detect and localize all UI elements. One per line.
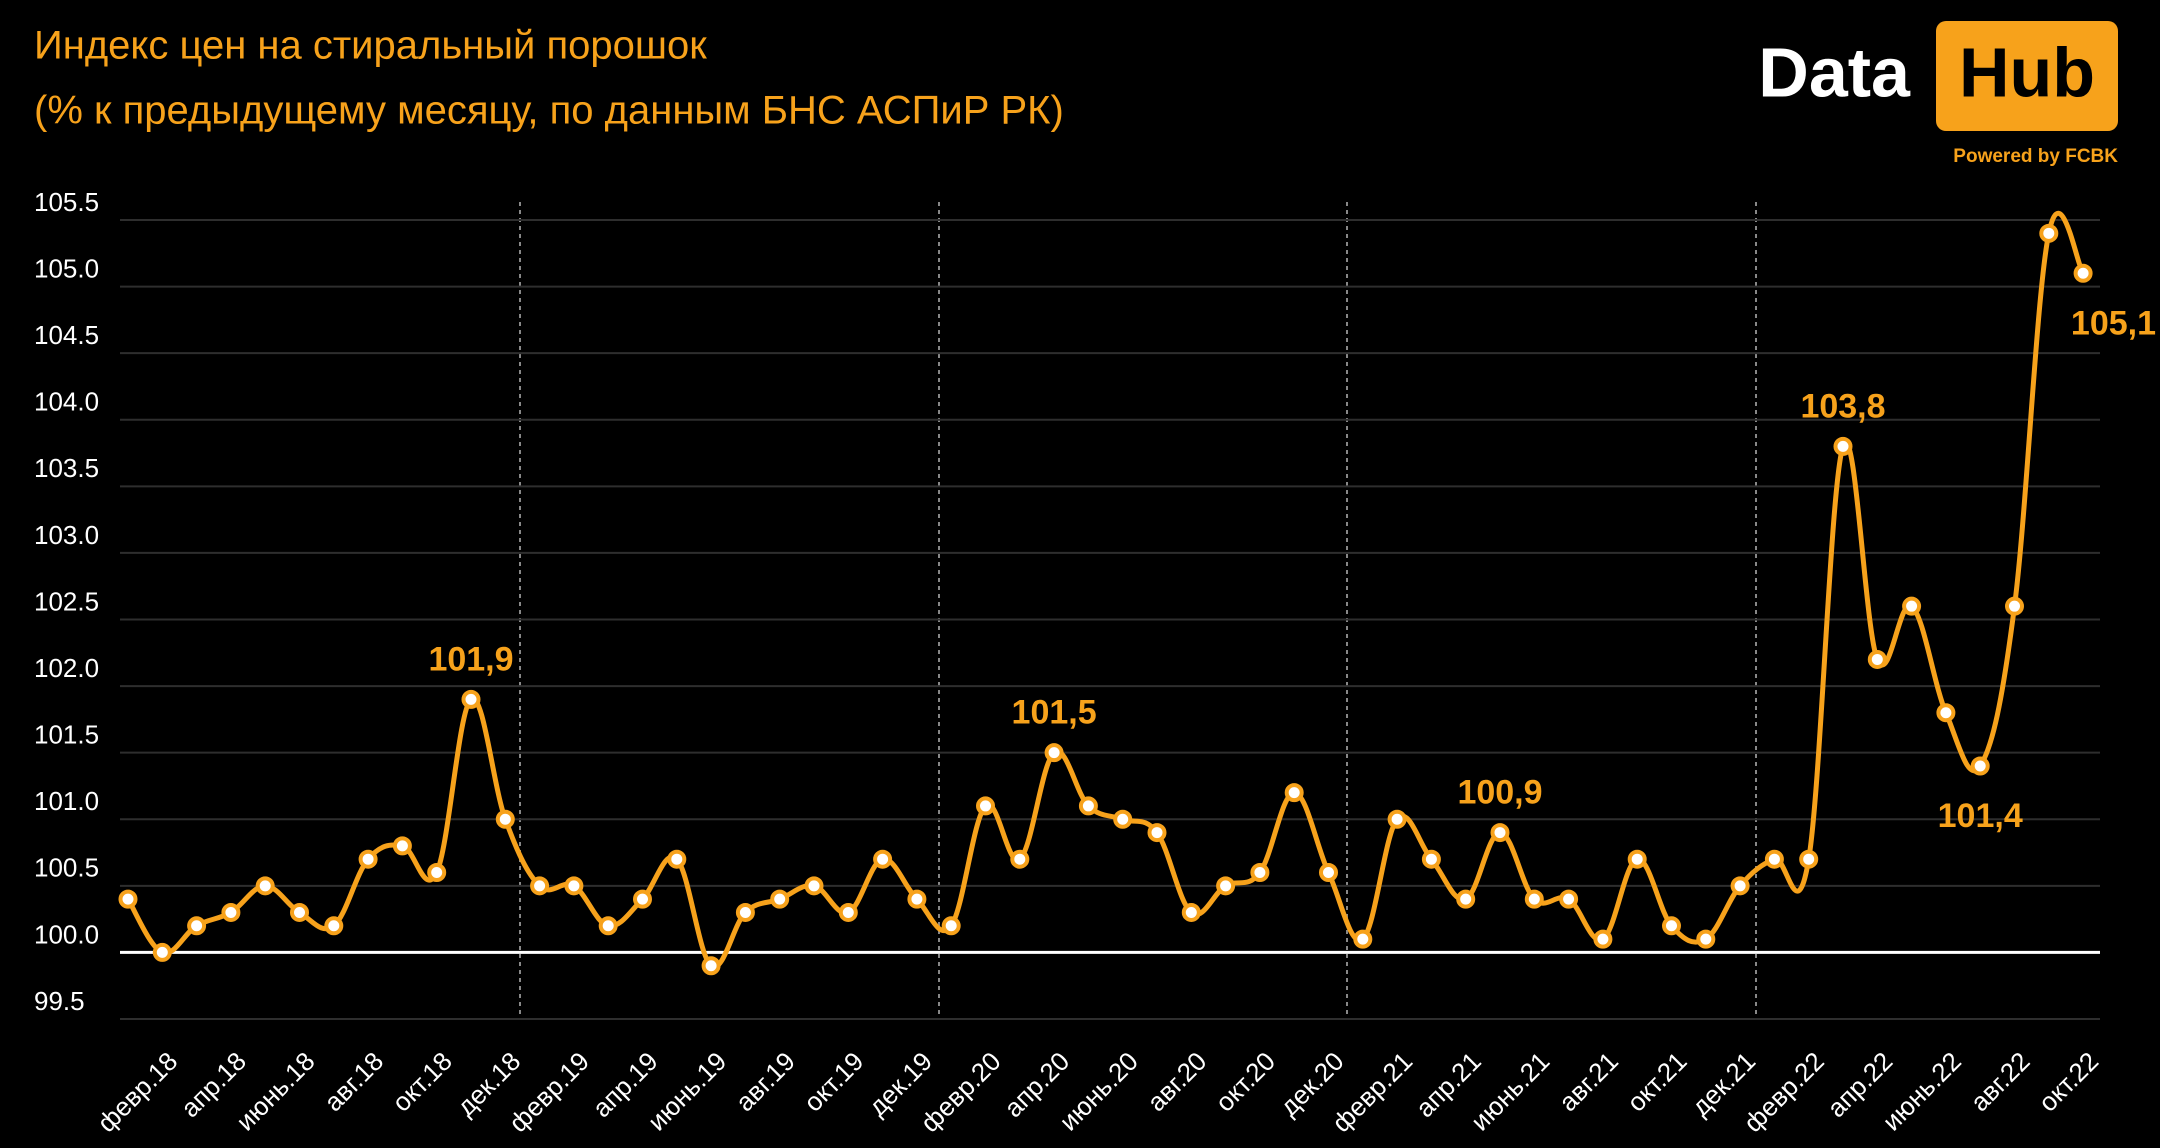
- point: [2005, 596, 2024, 616]
- point: [2073, 263, 2093, 283]
- point: [221, 902, 241, 922]
- chart-title: Индекс цен на стиральный порошок: [34, 24, 707, 68]
- point: [358, 849, 378, 869]
- point: [1764, 849, 1784, 869]
- point: [1353, 929, 1373, 949]
- point: [1456, 889, 1476, 909]
- data-label: 101,5: [1012, 694, 1097, 732]
- point: [495, 809, 515, 829]
- point: [1284, 783, 1304, 803]
- point: [1902, 596, 1922, 616]
- point: [735, 902, 755, 922]
- point: [187, 916, 207, 936]
- point: [1078, 796, 1098, 816]
- point: [1524, 889, 1544, 909]
- logo-text: Hub: [1959, 33, 2095, 111]
- point: [1867, 649, 1887, 669]
- point: [392, 836, 412, 856]
- data-label: 101,9: [428, 640, 513, 678]
- logo-box: [1936, 21, 2118, 131]
- y-tick-label: 102.5: [34, 586, 99, 616]
- y-tick-label: 103.0: [34, 520, 99, 550]
- point: [1662, 916, 1681, 936]
- point: [1216, 876, 1236, 896]
- point: [907, 889, 927, 909]
- point: [118, 889, 138, 909]
- year-separators: [519, 202, 1757, 1019]
- point: [324, 916, 344, 936]
- point: [1730, 876, 1750, 896]
- point: [1421, 849, 1441, 869]
- point: [1593, 929, 1613, 949]
- point: [530, 876, 550, 896]
- point: [1970, 756, 1990, 776]
- logo-tagline: Powered by FCBK: [1953, 146, 2118, 167]
- data-label: 105,1: [2071, 304, 2156, 342]
- point: [633, 889, 652, 909]
- point: [1936, 703, 1956, 723]
- point: [1147, 823, 1167, 843]
- point: [976, 796, 995, 816]
- chart-subtitle: (% к предыдущему месяцу, по данным БНС А…: [34, 89, 1064, 133]
- point: [1113, 809, 1133, 829]
- y-tick-label: 102.0: [34, 653, 99, 683]
- y-tick-label: 101.5: [34, 720, 99, 750]
- point: [838, 902, 858, 922]
- point: [255, 876, 275, 896]
- point: [1250, 863, 1270, 883]
- point: [1696, 929, 1716, 949]
- point: [1319, 863, 1338, 883]
- point: [598, 916, 618, 936]
- line: [125, 210, 2086, 970]
- y-tick-label: 104.0: [34, 387, 99, 417]
- point: [461, 689, 481, 709]
- point: [873, 849, 893, 869]
- data-label: 103,8: [1800, 387, 1885, 425]
- point: [1559, 889, 1579, 909]
- data-label: 101,4: [1938, 797, 2023, 835]
- point: [804, 876, 824, 896]
- point: [1799, 849, 1819, 869]
- point: [2039, 223, 2059, 243]
- point: [427, 863, 447, 883]
- y-tick-label: 105.5: [34, 187, 99, 217]
- point: [1833, 436, 1853, 456]
- y-tick-label: 100.5: [34, 853, 99, 883]
- point: [941, 916, 961, 936]
- point: [1044, 743, 1064, 763]
- point: [1627, 849, 1647, 869]
- point: [667, 849, 687, 869]
- point: [290, 902, 309, 922]
- y-tick-label: 101.0: [34, 786, 99, 816]
- point: [152, 942, 172, 962]
- y-tick-label: 99.5: [34, 986, 85, 1016]
- point: [1490, 823, 1510, 843]
- point: [701, 956, 721, 976]
- point: [1181, 902, 1201, 922]
- data-label: 100,9: [1457, 774, 1542, 812]
- point: [564, 876, 584, 896]
- y-tick-label: 100.0: [34, 919, 99, 949]
- point: [1010, 849, 1030, 869]
- y-tick-label: 104.5: [34, 320, 99, 350]
- point: [770, 889, 790, 909]
- y-tick-label: 105.0: [34, 253, 99, 283]
- y-tick-label: 103.5: [34, 453, 99, 483]
- logo-text: Data: [1758, 33, 1911, 111]
- point: [1387, 809, 1407, 829]
